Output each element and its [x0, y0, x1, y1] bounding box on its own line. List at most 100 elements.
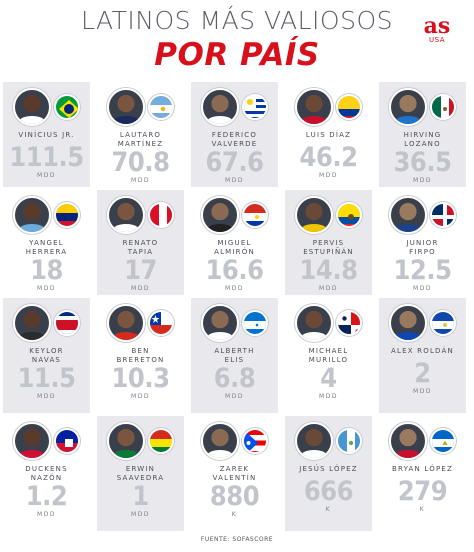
player-card: RENATO TAPIA 17 MDD [97, 190, 184, 295]
player-name-line2: ELIS [224, 356, 245, 364]
player-name: LUIS DÍAZ [287, 131, 370, 140]
player-name-line2: VALENTÍN [212, 474, 257, 482]
player-name: FEDERICO VALVERDE [193, 131, 276, 149]
value-unit: MDD [413, 177, 432, 184]
value-unit: MDD [37, 285, 56, 292]
value-unit: MDD [413, 285, 432, 292]
costa-rica-flag-icon [54, 310, 80, 336]
player-name-line1: ALEX ROLDÁN [391, 347, 454, 355]
dominican-republic-flag-icon [430, 202, 456, 228]
player-card: VINÍCIUS JR. 111.5 MDD [3, 82, 90, 187]
guatemala-flag-icon [336, 428, 362, 454]
bolivia-flag-icon [148, 428, 174, 454]
value-unit: MDD [225, 285, 244, 292]
player-name: JESÚS LÓPEZ [287, 465, 370, 474]
player-card: HIRVING LOZANO 36.5 MDD [379, 82, 466, 187]
player-name: ERWIN SAAVEDRA [99, 465, 182, 483]
honduras-flag-icon [242, 310, 268, 336]
player-name-line1: KEYLOR [29, 347, 64, 355]
mexico-flag-icon [430, 94, 456, 120]
haiti-flag-icon [54, 428, 80, 454]
player-name-line2: VALVERDE [211, 140, 258, 148]
player-card: MIGUEL ALMIRÓN 16.6 MDD [191, 190, 278, 295]
value-unit: MDD [413, 388, 432, 395]
player-name-line2: ESTUPIÑÁN [303, 248, 354, 256]
player-card: LAUTARO MARTÍNEZ 70.8 MDD [97, 82, 184, 187]
player-name-line1: BEN [131, 347, 150, 355]
player-photo [107, 304, 145, 342]
player-photo [389, 88, 427, 126]
market-value: 70.8 [111, 147, 170, 178]
market-value: 11.5 [17, 363, 76, 394]
player-card: LUIS DÍAZ 46.2 MDD [285, 82, 372, 187]
player-name-line1: RENATO [122, 239, 159, 247]
market-value: 2 [414, 358, 431, 389]
player-photo [389, 196, 427, 234]
panama-flag-icon [336, 310, 362, 336]
colombia-flag-icon [336, 94, 362, 120]
value-unit: MDD [319, 285, 338, 292]
player-name-line2: BRERETON [116, 356, 165, 364]
market-value: 67.6 [205, 147, 264, 178]
player-name: BEN BRERETON [99, 347, 182, 365]
player-card: PERVIS ESTUPIÑÁN 14.8 MDD [285, 190, 372, 295]
brazil-flag-icon [54, 94, 80, 120]
market-value: 6.8 [213, 363, 256, 394]
player-name-line2: LOZANO [404, 140, 441, 148]
market-value: 18 [30, 255, 63, 286]
value-unit: MDD [37, 511, 56, 518]
market-value: 1 [132, 481, 149, 512]
player-photo [201, 88, 239, 126]
market-value: 17 [124, 255, 157, 286]
player-name: LAUTARO MARTÍNEZ [99, 131, 182, 149]
value-unit: MDD [225, 393, 244, 400]
value-unit: MDD [37, 172, 56, 179]
player-name-line1: MICHAEL [308, 347, 349, 355]
player-card: ALBERTH ELIS 6.8 MDD [191, 298, 278, 413]
market-value: 4 [320, 363, 337, 394]
player-name-line1: BRYAN LÓPEZ [391, 465, 453, 473]
paraguay-flag-icon [242, 202, 268, 228]
player-card: ALEX ROLDÁN 2 MDD [379, 298, 466, 413]
market-value: 279 [397, 476, 448, 507]
market-value: 12.5 [393, 255, 452, 286]
player-name: MICHAEL MURILLO [287, 347, 370, 365]
player-photo [13, 196, 51, 234]
player-photo [13, 304, 51, 342]
player-photo [295, 196, 333, 234]
player-name: RENATO TAPIA [99, 239, 182, 257]
player-name: ALBERTH ELIS [193, 347, 276, 365]
player-photo [201, 304, 239, 342]
peru-flag-icon [148, 202, 174, 228]
player-name: ALEX ROLDÁN [381, 347, 464, 356]
value-unit: MDD [131, 177, 150, 184]
player-name: PERVIS ESTUPIÑÁN [287, 239, 370, 257]
value-unit: MDD [131, 285, 150, 292]
logo-sub-text: USA [429, 36, 445, 44]
venezuela-flag-icon [54, 202, 80, 228]
player-name: DUCKENS NAZÓN [5, 465, 88, 483]
value-unit: MDD [319, 172, 338, 179]
value-unit: K [231, 511, 238, 518]
player-name-line2: HERRERA [25, 248, 68, 256]
puerto-rico-flag-icon [242, 428, 268, 454]
value-unit: MDD [319, 393, 338, 400]
player-name-line1: ALBERTH [214, 347, 255, 355]
chile-flag-icon [148, 310, 174, 336]
ecuador-flag-icon [336, 202, 362, 228]
logo-text: as [423, 13, 451, 39]
player-name-line1: JESÚS LÓPEZ [299, 465, 358, 473]
player-name-line1: ZAREK [219, 465, 250, 473]
page-subtitle: POR PAÍS [154, 37, 320, 73]
value-unit: K [325, 506, 332, 513]
argentina-flag-icon [148, 94, 174, 120]
player-name-line1: DUCKENS [25, 465, 68, 473]
player-name: ZAREK VALENTÍN [193, 465, 276, 483]
page-title: LATINOS MÁS VALIOSOS [81, 6, 393, 35]
player-name-line2: ALMIRÓN [214, 248, 255, 256]
value-unit: MDD [131, 511, 150, 518]
market-value: 666 [303, 476, 354, 507]
market-value: 880 [209, 481, 260, 512]
player-name-line1: FEDERICO [211, 131, 258, 139]
player-name-line1: HIRVING [403, 131, 442, 139]
